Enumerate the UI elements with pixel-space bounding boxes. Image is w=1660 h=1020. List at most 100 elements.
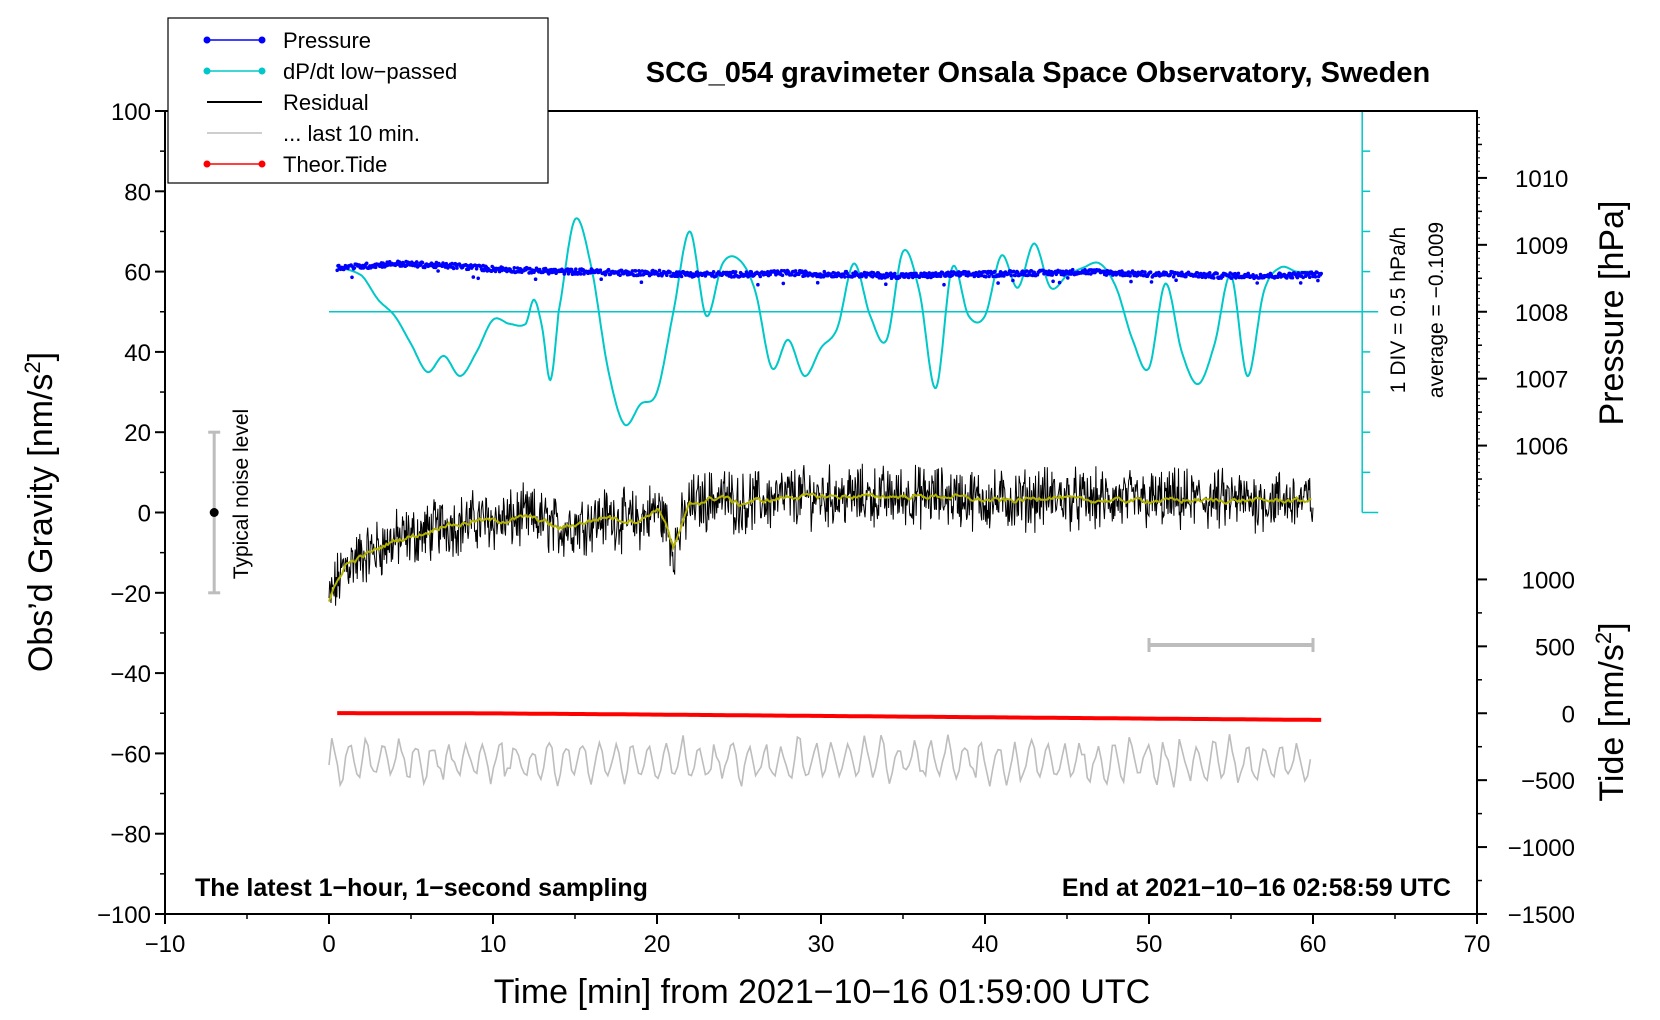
pressure-dot — [906, 275, 911, 280]
note-latest-hour: The latest 1−hour, 1−second sampling — [195, 874, 648, 902]
pressure-dot — [1313, 275, 1318, 279]
pressure-dot — [533, 277, 538, 282]
pressure-dot — [1251, 273, 1255, 277]
pressure-dot — [637, 269, 641, 273]
y-axis-title-tide-end: ] — [1593, 622, 1631, 631]
y-axis-title-gravity: Obs’d Gravity [nm/s2] — [20, 352, 60, 672]
y-axis-title-gravity-text: Obs’d Gravity [nm/s — [22, 374, 60, 673]
pressure-dot — [474, 267, 479, 271]
x-tick-label: 20 — [644, 931, 671, 958]
pressure-dot — [1148, 270, 1153, 275]
pressure-dot — [1128, 274, 1132, 278]
pressure-dot — [476, 276, 481, 281]
x-axis-title: Time [min] from 2021−10−16 01:59:00 UTC — [494, 973, 1150, 1011]
pressure-dot — [665, 273, 669, 278]
last-10-min-line — [328, 734, 1312, 788]
residual-line — [328, 463, 1314, 606]
x-tick-label: 30 — [808, 931, 835, 958]
pressure-dot — [436, 269, 440, 273]
pressure-dot — [1174, 278, 1178, 283]
tide-tick-label: 1000 — [1522, 567, 1575, 594]
noise-level-label: Typical noise level — [230, 409, 253, 579]
pressure-dot — [884, 282, 888, 287]
legend-box — [167, 17, 549, 184]
last-10-min-bar — [1147, 637, 1315, 652]
y-axis-title-tide-sup: 2 — [1591, 632, 1616, 644]
x-tick-label: 70 — [1464, 931, 1491, 958]
tide-tick-label: −1500 — [1508, 902, 1575, 929]
pressure-dot — [405, 263, 409, 268]
y-tick-label: −40 — [110, 661, 151, 688]
legend: Pressure dP/dt low−passed Residual ... last… — [167, 17, 549, 184]
pressure-dot — [639, 280, 644, 285]
tide-tick-label: −500 — [1521, 768, 1575, 795]
pressure-dot — [599, 277, 603, 282]
x-tick-label: 10 — [480, 931, 507, 958]
pressure-dot — [668, 270, 672, 274]
note-end-time: End at 2021−10−16 02:58:59 UTC — [1062, 874, 1451, 902]
pressure-dot — [1316, 278, 1320, 283]
pressure-dot — [1129, 279, 1133, 284]
y-tick-label: 20 — [124, 420, 151, 447]
legend-label: Residual — [283, 90, 369, 115]
y-tick-label: 100 — [111, 99, 151, 126]
y-tick-label: 80 — [124, 179, 151, 206]
pressure-dot — [711, 270, 716, 274]
legend-label: Pressure — [283, 28, 371, 53]
pressure-dot — [843, 275, 847, 279]
pressure-dot — [789, 273, 794, 277]
pressure-dot — [1212, 276, 1216, 280]
pressure-dot — [845, 271, 849, 276]
pressure-dot — [598, 268, 603, 273]
pressure-dot — [695, 270, 699, 274]
pressure-dot — [993, 269, 997, 274]
y-axis-title-gravity-sup: 2 — [20, 361, 45, 373]
dpdt-div-label: 1 DIV = 0.5 hPa/h — [1387, 227, 1410, 393]
pressure-dot — [1032, 270, 1036, 275]
pressure-dots — [335, 259, 1323, 287]
dpdt-lowpassed-line — [337, 217, 1313, 427]
y-tick-label: 40 — [124, 340, 151, 367]
pressure-tick-label: 1009 — [1515, 233, 1568, 260]
pressure-dot — [1057, 280, 1062, 285]
tide-tick-label: 500 — [1535, 634, 1575, 661]
legend-label: ... last 10 min. — [283, 121, 420, 146]
y-tick-label: −100 — [97, 902, 151, 929]
pressure-dot — [1236, 271, 1241, 276]
pressure-dot — [337, 263, 341, 268]
pressure-dot — [679, 274, 684, 279]
pressure-tick-label: 1007 — [1515, 367, 1568, 394]
x-tick-label: 50 — [1136, 931, 1163, 958]
pressure-tick-label: 1008 — [1515, 300, 1568, 327]
noise-bar — [208, 430, 221, 595]
pressure-dot — [512, 266, 517, 270]
pressure-dot — [987, 274, 991, 279]
y-axis-title-pressure: Pressure [hPa] — [1593, 201, 1631, 426]
series-layer — [328, 110, 1379, 788]
pressure-dot — [420, 260, 425, 265]
legend-label: Theor.Tide — [283, 152, 387, 177]
pressure-dot — [606, 267, 611, 272]
pressure-dot — [1295, 275, 1300, 280]
residual-smoothed-line — [328, 492, 1312, 602]
pressure-dot — [1184, 274, 1188, 279]
legend-marker — [203, 160, 211, 168]
tide-tick-label: −1000 — [1508, 835, 1575, 862]
pressure-dot — [562, 272, 567, 276]
pressure-dot — [578, 272, 583, 276]
pressure-tick-label: 1010 — [1515, 166, 1568, 193]
axes-layer: −10 0 10 20 30 40 50 60 70−100−80−60−40−20020406… — [97, 99, 1575, 958]
pressure-dot — [780, 273, 785, 278]
pressure-dot — [984, 274, 988, 279]
pressure-dot — [938, 274, 943, 279]
pressure-dot — [1275, 275, 1280, 280]
x-tick-label: 40 — [972, 931, 999, 958]
pressure-dot — [1051, 279, 1055, 284]
y-tick-label: 60 — [124, 260, 151, 287]
pressure-dot — [451, 266, 456, 271]
y-tick-label: −60 — [110, 741, 151, 768]
legend-marker — [258, 160, 266, 168]
x-tick-label: −10 — [145, 931, 186, 958]
pressure-dot — [1002, 274, 1006, 278]
pressure-dot — [756, 282, 760, 287]
